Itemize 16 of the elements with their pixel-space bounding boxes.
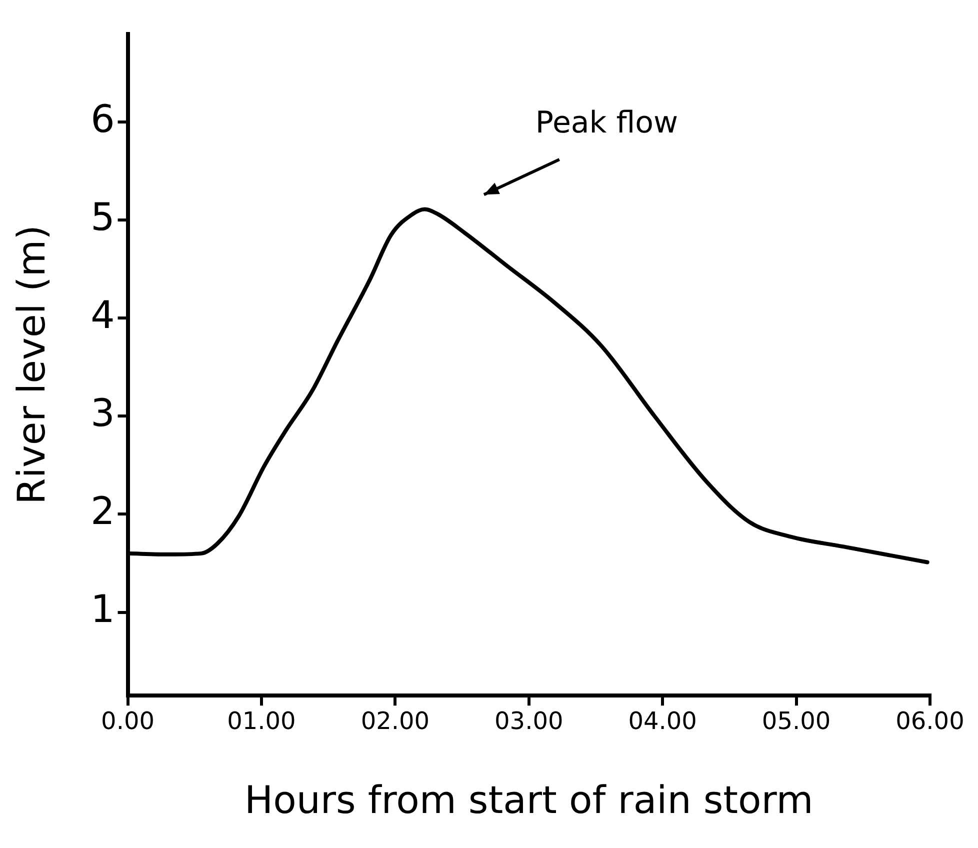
y-tick-label: 1 [90, 587, 115, 632]
annotation: Peak flow [535, 105, 678, 140]
y-tick-label: 5 [90, 194, 115, 239]
x-tick-label: 05.00 [762, 707, 831, 736]
y-axis-title: River level (m) [10, 224, 54, 505]
x-tick-label: 0.00 [101, 707, 154, 736]
y-tick-label: 4 [90, 293, 115, 338]
x-tick-label: 06.00 [896, 707, 964, 736]
y-tick-label: 2 [90, 489, 115, 534]
x-tick-label: 03.00 [494, 707, 564, 736]
x-tick-label: 01.00 [227, 707, 296, 736]
y-tick-label: 3 [90, 391, 115, 436]
x-axis-title: Hours from start of rain storm [244, 778, 814, 822]
x-tick-label: 04.00 [628, 707, 697, 736]
y-tick-label: 6 [90, 96, 115, 141]
x-tick-label: 02.00 [360, 707, 430, 736]
